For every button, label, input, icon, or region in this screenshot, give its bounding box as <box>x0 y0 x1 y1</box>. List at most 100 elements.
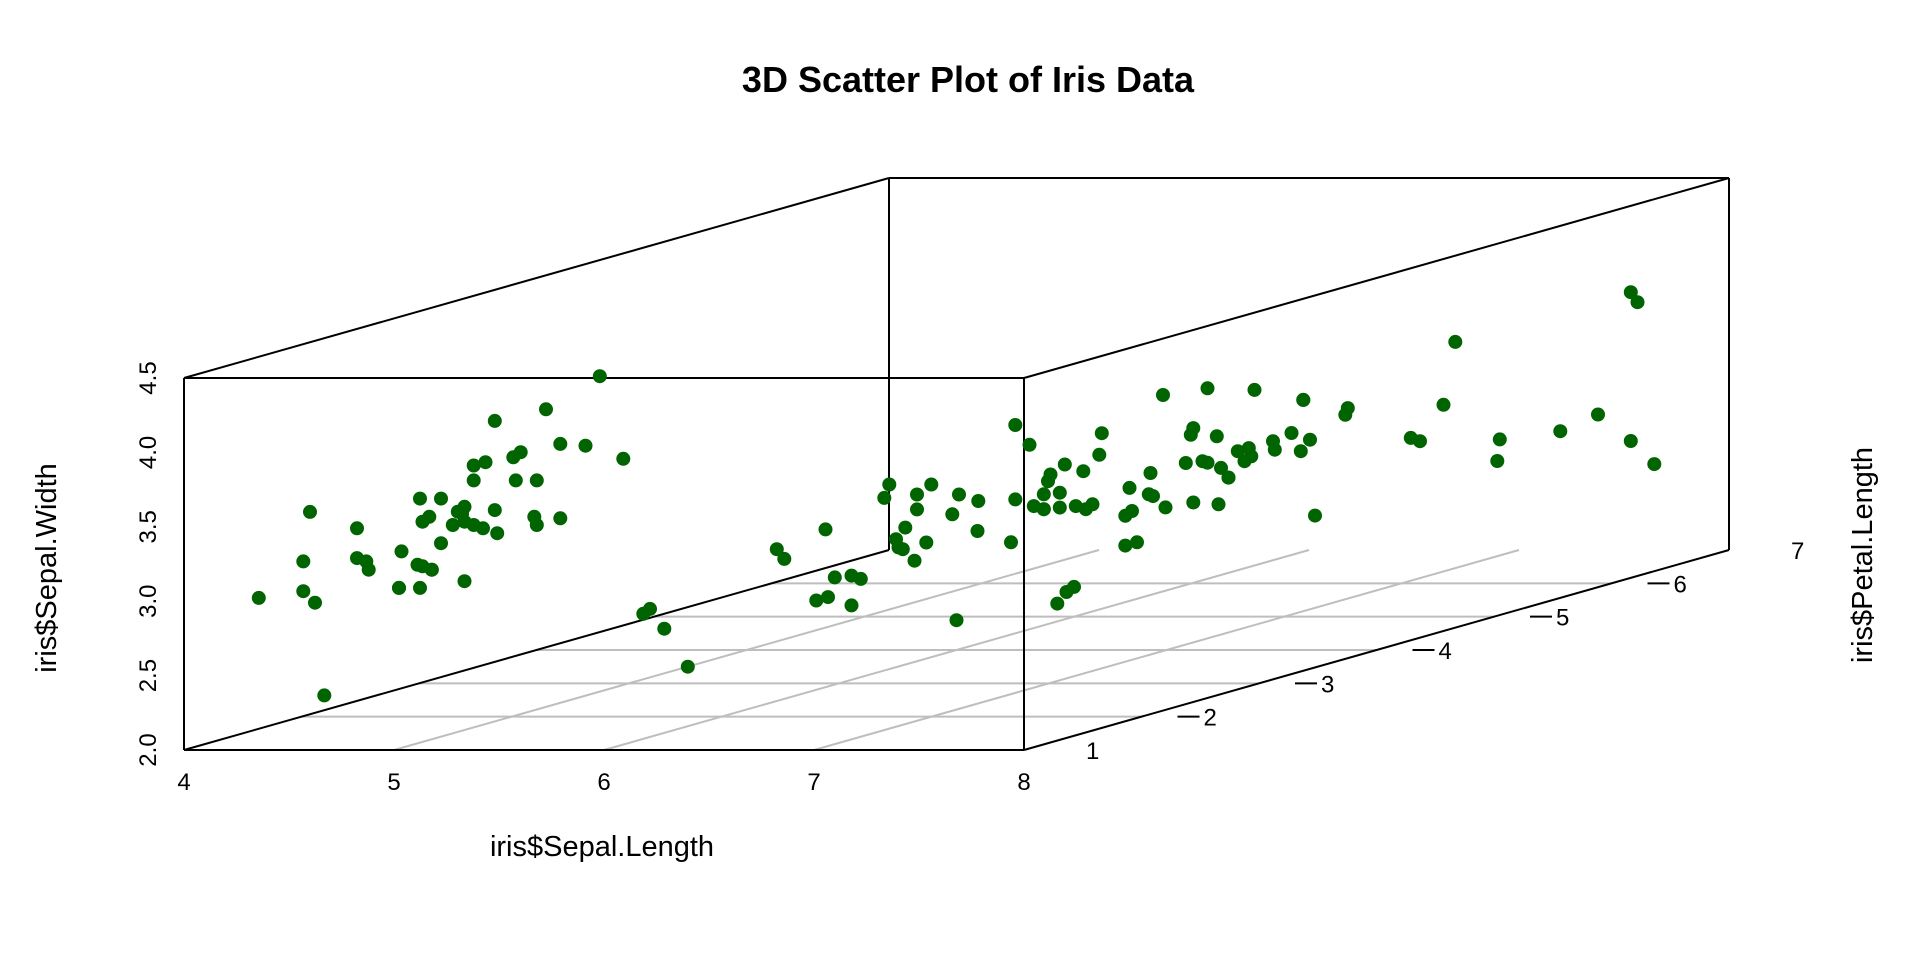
data-point <box>508 473 523 488</box>
data-point <box>1085 497 1100 512</box>
y-tick-label: 5 <box>1556 605 1569 632</box>
data-point <box>1036 502 1051 517</box>
data-point <box>827 570 842 585</box>
data-point <box>970 524 985 538</box>
data-point <box>1211 497 1226 512</box>
data-point <box>478 455 493 470</box>
y-tick-label: 4 <box>1439 638 1452 665</box>
data-point <box>1413 434 1427 449</box>
data-point <box>1122 480 1137 495</box>
z-axis-title: iris$Sepal.Width <box>31 463 63 673</box>
data-point <box>424 562 439 577</box>
data-point <box>1308 508 1322 523</box>
data-point <box>1158 500 1173 515</box>
data-point <box>1293 444 1308 459</box>
data-point <box>1141 487 1156 502</box>
data-point <box>889 532 903 547</box>
y-tick-label: 3 <box>1321 671 1334 698</box>
data-point <box>296 554 311 569</box>
data-point <box>1230 444 1245 459</box>
data-point <box>1094 426 1109 441</box>
data-point <box>1186 495 1201 510</box>
data-point <box>457 499 472 514</box>
data-point <box>809 593 824 608</box>
data-point <box>952 487 966 502</box>
data-point <box>457 574 472 589</box>
data-point <box>1143 466 1158 480</box>
data-point <box>1130 535 1144 550</box>
y-tick-label: 6 <box>1674 571 1687 598</box>
data-point <box>1591 407 1605 422</box>
data-point <box>553 511 568 526</box>
data-point <box>592 369 607 384</box>
data-point <box>844 598 859 613</box>
data-point <box>1092 447 1107 462</box>
data-point <box>308 595 322 610</box>
x-tick-label: 4 <box>177 769 190 796</box>
x-tick-label: 7 <box>807 769 820 796</box>
data-point <box>1008 418 1023 432</box>
data-point <box>1490 454 1505 468</box>
z-tick-label: 3.5 <box>135 510 162 543</box>
data-point <box>350 551 364 566</box>
data-point <box>1630 295 1645 310</box>
z-tick-label: 2.0 <box>135 733 162 766</box>
data-point <box>898 520 913 535</box>
data-point <box>361 562 376 577</box>
data-point <box>1156 388 1170 402</box>
data-point <box>971 494 986 508</box>
data-point <box>553 436 568 451</box>
data-point <box>777 551 792 566</box>
data-point <box>1200 381 1215 396</box>
x-tick-label: 5 <box>387 769 400 796</box>
data-point <box>1008 492 1023 507</box>
data-point <box>392 580 406 595</box>
data-point <box>1623 434 1638 448</box>
data-points <box>251 285 1662 703</box>
data-point <box>919 535 934 550</box>
data-point <box>1178 456 1193 470</box>
data-point <box>578 438 593 453</box>
floor-grid <box>301 549 1612 751</box>
data-point <box>1296 392 1311 407</box>
axis-ticks: 4 5 6 7 8 2.0 2.5 3.0 3.5 4.0 4.5 1 2 3 4 5 6 7 <box>135 361 1804 796</box>
data-point <box>616 451 631 466</box>
data-point <box>877 490 892 505</box>
chart-title: 3D Scatter Plot of Iris Data <box>742 59 1195 100</box>
data-point <box>907 553 922 568</box>
data-point <box>513 445 528 460</box>
data-point <box>924 477 939 492</box>
data-point <box>1050 596 1065 611</box>
data-point <box>317 688 332 703</box>
data-point <box>769 542 784 557</box>
data-point <box>1067 579 1081 594</box>
data-point <box>303 504 317 519</box>
data-point <box>1209 429 1224 444</box>
y-tick-label: 1 <box>1086 738 1099 765</box>
box-edge <box>1023 549 1730 751</box>
data-point <box>1284 426 1299 440</box>
data-point <box>1186 421 1201 436</box>
data-point <box>882 477 897 492</box>
data-point <box>413 580 427 595</box>
data-point <box>949 613 964 628</box>
z-tick-label: 2.5 <box>135 659 162 692</box>
y-tick-label: 2 <box>1204 705 1217 732</box>
data-point <box>422 509 437 524</box>
data-point <box>1052 485 1067 500</box>
data-point <box>643 601 657 616</box>
data-point <box>466 518 481 532</box>
data-point <box>910 502 924 517</box>
plot-box <box>183 177 1730 751</box>
data-point <box>487 413 502 428</box>
y-tick-label: 7 <box>1791 538 1804 565</box>
data-point <box>680 659 695 674</box>
data-point <box>1004 535 1018 550</box>
data-point <box>527 509 542 524</box>
data-point <box>529 473 544 488</box>
data-point <box>434 491 448 506</box>
data-point <box>1043 467 1058 482</box>
box-edge <box>183 177 890 379</box>
data-point <box>445 518 460 532</box>
